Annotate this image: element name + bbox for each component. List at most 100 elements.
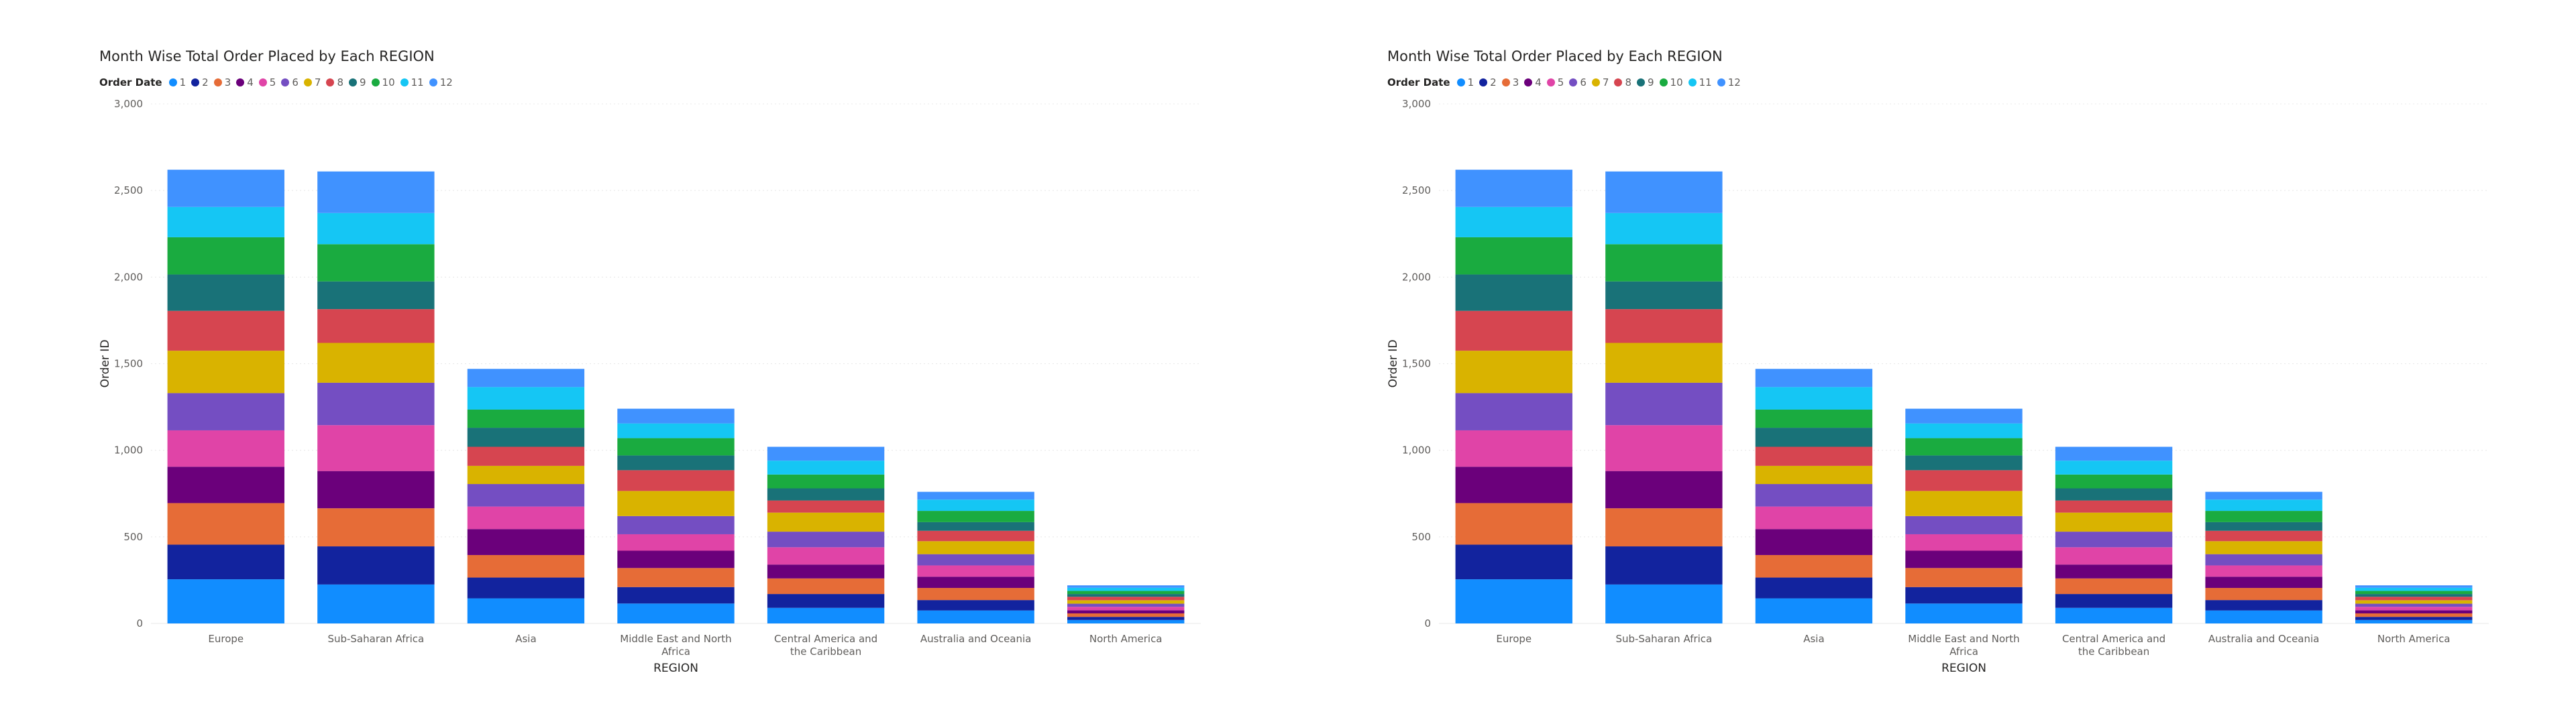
bar-segment[interactable] [1905,568,2023,587]
bar-segment[interactable] [2355,585,2473,588]
bar-segment[interactable] [1605,213,1723,245]
bar-segment[interactable] [167,579,284,623]
bar-segment[interactable] [617,470,735,491]
bar-segment[interactable] [1755,387,1873,410]
bar-segment[interactable] [1905,603,2023,623]
bar-segment[interactable] [2055,594,2173,608]
legend-item-5[interactable]: 5 [258,76,276,88]
bar-segment[interactable] [2355,594,2473,597]
legend-item-4[interactable]: 4 [1524,76,1542,88]
legend-item-5[interactable]: 5 [1546,76,1564,88]
bar-segment[interactable] [1905,491,2023,516]
bar-segment[interactable] [767,594,885,608]
bar-segment[interactable] [1905,534,2023,551]
bar-segment[interactable] [2355,597,2473,601]
legend-item-2[interactable]: 2 [1479,76,1497,88]
legend-item-9[interactable]: 9 [348,76,366,88]
bar-segment[interactable] [1905,550,2023,568]
bar-segment[interactable] [167,310,284,351]
bar-segment[interactable] [1067,587,1185,591]
bar-segment[interactable] [1067,613,1185,617]
bar-segment[interactable] [917,577,1034,589]
bar-segment[interactable] [1755,409,1873,428]
bar-segment[interactable] [917,565,1034,577]
legend-item-12[interactable]: 12 [429,76,453,88]
bar-segment[interactable] [767,488,885,501]
bar-segment[interactable] [1605,244,1723,282]
bar-segment[interactable] [2055,607,2173,623]
bar-segment[interactable] [2205,530,2322,542]
bar-segment[interactable] [1605,281,1723,310]
bar-segment[interactable] [917,491,1034,500]
bar-segment[interactable] [1067,600,1185,604]
bar-segment[interactable] [1455,310,1572,351]
bar-segment[interactable] [2355,613,2473,617]
bar-segment[interactable] [167,467,284,503]
bar-segment[interactable] [767,461,885,475]
bar-segment[interactable] [467,577,585,599]
bar-segment[interactable] [767,446,885,461]
legend-item-11[interactable]: 11 [1688,76,1712,88]
legend-item-2[interactable]: 2 [191,76,209,88]
bar-segment[interactable] [617,550,735,568]
bar-segment[interactable] [2205,499,2322,511]
bar-segment[interactable] [167,393,284,430]
bar-segment[interactable] [2205,511,2322,522]
bar-segment[interactable] [317,584,435,623]
bar-segment[interactable] [767,547,885,565]
bar-segment[interactable] [167,237,284,275]
bar-segment[interactable] [167,351,284,394]
bar-segment[interactable] [1755,598,1873,623]
bar-segment[interactable] [2055,474,2173,489]
bar-segment[interactable] [617,491,735,516]
legend-item-1[interactable]: 1 [168,76,186,88]
bar-segment[interactable] [2355,587,2473,591]
bar-segment[interactable] [767,564,885,579]
bar-segment[interactable] [1905,423,2023,438]
bar-segment[interactable] [1755,446,1873,466]
bar-segment[interactable] [1455,430,1572,467]
bar-segment[interactable] [917,522,1034,531]
bar-segment[interactable] [617,587,735,604]
bar-segment[interactable] [1067,619,1185,623]
bar-segment[interactable] [1605,343,1723,383]
bar-segment[interactable] [1905,408,2023,424]
bar-segment[interactable] [1755,577,1873,599]
bar-segment[interactable] [1755,428,1873,447]
bar-segment[interactable] [317,244,435,282]
bar-segment[interactable] [317,343,435,383]
bar-segment[interactable] [767,474,885,489]
bar-segment[interactable] [2205,522,2322,531]
bar-segment[interactable] [2055,446,2173,461]
bar-segment[interactable] [167,206,284,237]
bar-segment[interactable] [467,369,585,387]
bar-segment[interactable] [917,511,1034,522]
bar-segment[interactable] [1067,603,1185,607]
bar-segment[interactable] [1905,470,2023,491]
bar-segment[interactable] [2355,617,2473,620]
bar-segment[interactable] [917,610,1034,623]
bar-segment[interactable] [2205,577,2322,589]
bar-segment[interactable] [467,428,585,447]
bar-segment[interactable] [617,423,735,438]
bar-segment[interactable] [467,484,585,507]
bar-segment[interactable] [317,382,435,426]
legend-item-10[interactable]: 10 [1659,76,1683,88]
bar-segment[interactable] [167,430,284,467]
bar-segment[interactable] [1605,584,1723,623]
legend-item-3[interactable]: 3 [213,76,231,88]
legend-item-3[interactable]: 3 [1501,76,1519,88]
bar-segment[interactable] [2055,461,2173,475]
bar-segment[interactable] [1455,503,1572,545]
bar-segment[interactable] [467,387,585,410]
bar-segment[interactable] [1905,455,2023,471]
legend-item-6[interactable]: 6 [1569,76,1587,88]
bar-segment[interactable] [1455,237,1572,275]
legend-item-6[interactable]: 6 [281,76,299,88]
bar-segment[interactable] [167,544,284,580]
bar-segment[interactable] [1455,170,1572,207]
bar-segment[interactable] [2205,565,2322,577]
bar-segment[interactable] [617,603,735,623]
bar-segment[interactable] [1067,617,1185,620]
bar-segment[interactable] [1605,309,1723,343]
